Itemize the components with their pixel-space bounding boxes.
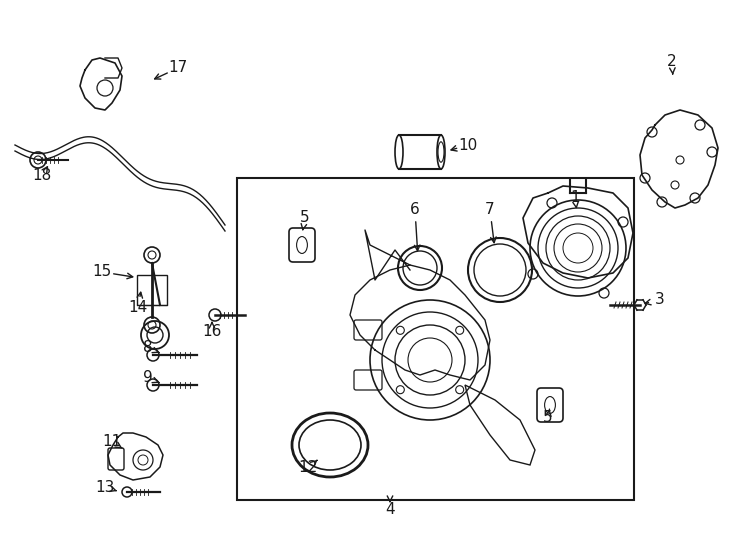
Text: 15: 15 bbox=[92, 265, 112, 280]
Text: 3: 3 bbox=[655, 293, 665, 307]
Text: 12: 12 bbox=[299, 461, 318, 476]
Text: 13: 13 bbox=[95, 480, 115, 495]
Text: 5: 5 bbox=[300, 211, 310, 226]
Text: 9: 9 bbox=[143, 370, 153, 386]
Text: 8: 8 bbox=[143, 341, 153, 355]
Text: 18: 18 bbox=[32, 167, 51, 183]
Text: 16: 16 bbox=[203, 325, 222, 340]
Text: 10: 10 bbox=[458, 138, 478, 152]
Text: 2: 2 bbox=[667, 55, 677, 70]
Text: 7: 7 bbox=[485, 202, 495, 218]
Text: 4: 4 bbox=[385, 503, 395, 517]
Text: 11: 11 bbox=[102, 435, 122, 449]
Bar bbox=[237, 178, 634, 500]
Text: 1: 1 bbox=[570, 191, 580, 206]
Text: 6: 6 bbox=[410, 202, 420, 218]
Text: 5: 5 bbox=[543, 410, 553, 426]
Bar bbox=[137, 275, 167, 305]
Text: 14: 14 bbox=[128, 300, 148, 315]
Text: 17: 17 bbox=[168, 60, 188, 76]
